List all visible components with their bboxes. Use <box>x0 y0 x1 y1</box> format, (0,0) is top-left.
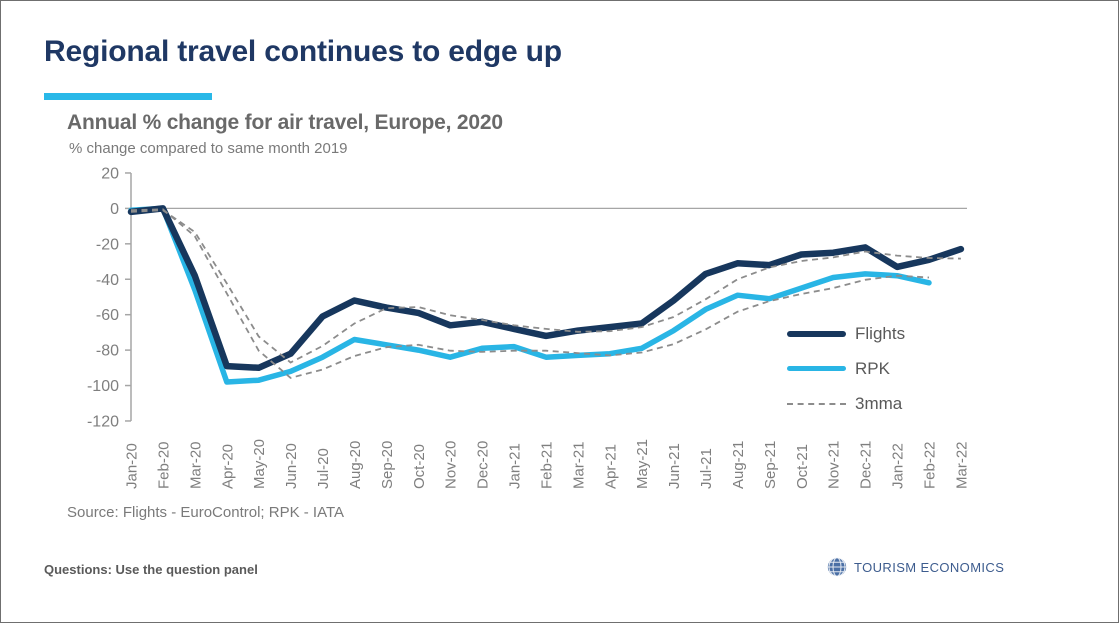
x-axis-label: Jun-20 <box>283 443 300 489</box>
source-note: Source: Flights - EuroControl; RPK - IAT… <box>67 504 345 521</box>
y-axis-label: -40 <box>96 272 119 289</box>
legend-label-rpk: RPK <box>855 358 890 378</box>
x-axis-label: Apr-21 <box>602 444 619 489</box>
x-axis-label: Feb-22 <box>922 441 939 489</box>
x-axis-label: Nov-20 <box>443 441 460 489</box>
x-axis-label: Oct-20 <box>411 444 428 489</box>
y-axis-label: 20 <box>101 165 119 182</box>
x-axis-label: Feb-21 <box>538 441 555 489</box>
legend-swatch-flights <box>787 330 846 337</box>
legend-item-rpk: RPK <box>787 351 905 386</box>
y-axis-label: -60 <box>96 307 119 324</box>
y-axis-label: -20 <box>96 236 119 253</box>
legend-item-3mma: 3mma <box>787 386 905 421</box>
legend-label-3mma: 3mma <box>855 393 903 413</box>
x-axis-label: Aug-21 <box>730 441 747 489</box>
x-axis-label: Mar-20 <box>187 441 204 489</box>
x-axis-label: Oct-21 <box>794 444 811 489</box>
x-axis-label: Apr-20 <box>219 444 236 489</box>
chart-title: Annual % change for air travel, Europe, … <box>67 111 503 134</box>
chart-legend: Flights RPK 3mma <box>787 316 905 421</box>
legend-item-flights: Flights <box>787 316 905 351</box>
x-axis-label: Mar-22 <box>953 441 970 489</box>
globe-icon <box>827 557 847 577</box>
legend-swatch-3mma <box>787 402 846 405</box>
x-axis-label: Jul-20 <box>315 448 332 489</box>
x-axis-label: Jun-21 <box>666 443 683 489</box>
tourism-economics-logo: TOURISM ECONOMICS <box>827 557 1004 577</box>
x-axis-label: Nov-21 <box>826 441 843 489</box>
x-axis-label: Jan-21 <box>507 443 524 489</box>
x-axis-label: Jan-20 <box>124 443 141 489</box>
x-axis-label: Sep-21 <box>762 441 779 489</box>
x-axis-label: Dec-20 <box>475 441 492 489</box>
y-axis-label: -120 <box>87 413 119 430</box>
chart-subtitle: % change compared to same month 2019 <box>69 140 348 157</box>
x-axis-label: Mar-21 <box>570 441 587 489</box>
x-axis-label: Jul-21 <box>698 448 715 489</box>
x-axis-label: May-21 <box>634 439 651 489</box>
legend-label-flights: Flights <box>855 323 906 343</box>
y-axis-label: 0 <box>110 201 119 218</box>
title-accent-bar <box>44 93 212 100</box>
x-axis-label: Sep-20 <box>379 441 396 489</box>
x-axis-label: Aug-20 <box>347 441 364 489</box>
y-axis-label: -80 <box>96 343 119 360</box>
legend-swatch-rpk <box>787 366 846 371</box>
x-axis-label: May-20 <box>251 439 268 489</box>
x-axis-label: Jan-22 <box>890 443 907 489</box>
y-axis-label: -100 <box>87 378 119 395</box>
page-title: Regional travel continues to edge up <box>44 35 562 68</box>
logo-text: TOURISM ECONOMICS <box>854 559 1005 575</box>
x-axis-label: Feb-20 <box>155 441 172 489</box>
footer-note: Questions: Use the question panel <box>44 562 258 577</box>
x-axis-label: Dec-21 <box>858 441 875 489</box>
